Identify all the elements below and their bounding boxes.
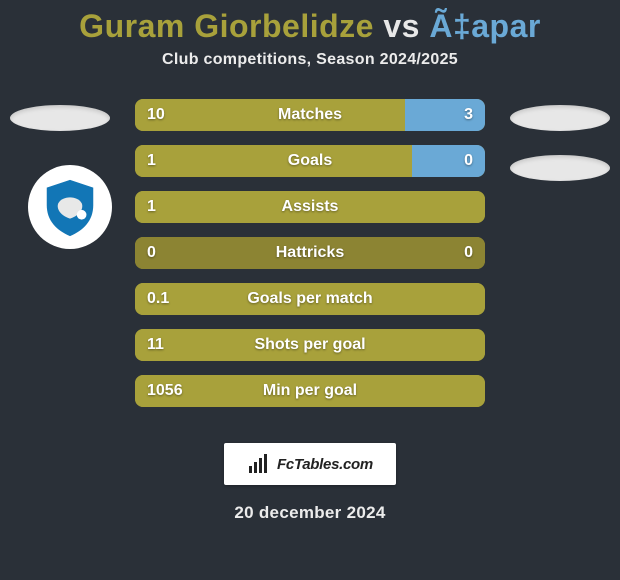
footer-logo: FcTables.com <box>224 443 396 485</box>
comparison-stage: Matches103Goals10Assists1Hattricks00Goal… <box>0 89 620 429</box>
vs-label: vs <box>383 8 420 44</box>
title: Guram Giorbelidze vs Ã‡apar <box>0 8 620 45</box>
right-ellipse-2 <box>510 155 610 181</box>
stat-row: Shots per goal11 <box>135 329 485 361</box>
left-value: 1056 <box>147 375 183 407</box>
right-value: 0 <box>464 237 473 269</box>
club-badge <box>28 165 112 249</box>
left-ellipse-1 <box>10 105 110 131</box>
left-value: 0.1 <box>147 283 169 315</box>
subtitle: Club competitions, Season 2024/2025 <box>0 51 620 69</box>
stat-label: Goals <box>135 145 485 177</box>
stat-row: Goals1 0 <box>135 145 485 177</box>
stat-label: Shots per goal <box>135 329 485 361</box>
left-value: 1 <box>147 191 156 223</box>
left-value: 0 <box>147 237 156 269</box>
player1-name: Guram Giorbelidze <box>79 8 374 44</box>
comparison-bars: Matches103Goals10Assists1Hattricks00Goal… <box>135 99 485 421</box>
right-ellipse-1 <box>510 105 610 131</box>
stat-label: Matches <box>135 99 485 131</box>
right-value: 3 <box>464 99 473 131</box>
left-value: 11 <box>147 329 164 361</box>
brand-text: FcTables.com <box>277 456 373 473</box>
club-shield-icon <box>39 176 101 238</box>
infographic-root: Guram Giorbelidze vs Ã‡apar Club competi… <box>0 0 620 580</box>
chart-bars-icon <box>247 452 271 476</box>
stat-label: Assists <box>135 191 485 223</box>
date-text: 20 december 2024 <box>0 503 620 523</box>
player2-name: Ã‡apar <box>429 8 541 44</box>
stat-row: Assists1 <box>135 191 485 223</box>
left-value: 10 <box>147 99 165 131</box>
stat-row: Matches10 3 <box>135 99 485 131</box>
stat-row: Goals per match0.1 <box>135 283 485 315</box>
stat-row: Hattricks0 0 <box>135 237 485 269</box>
stat-label: Min per goal <box>135 375 485 407</box>
right-value: 0 <box>464 145 473 177</box>
stat-row: Min per goal1056 <box>135 375 485 407</box>
stat-label: Hattricks <box>135 237 485 269</box>
left-value: 1 <box>147 145 156 177</box>
stat-label: Goals per match <box>135 283 485 315</box>
